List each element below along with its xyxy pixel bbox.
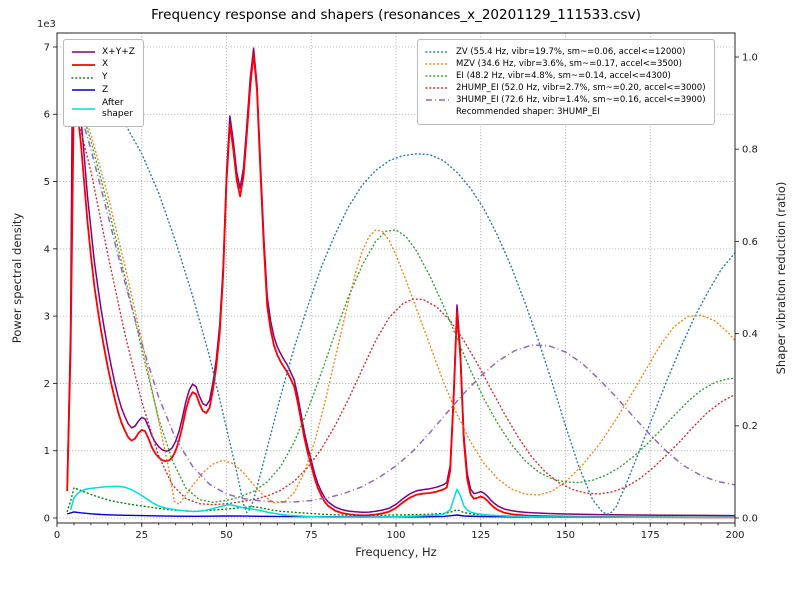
legend-label: After shaper	[102, 97, 133, 119]
legend-item-EI: EI (48.2 Hz, vibr=4.8%, sm~=0.14, accel<…	[425, 71, 706, 82]
shaper-series-MZV	[73, 84, 736, 505]
x-tick-label: 150	[556, 530, 575, 541]
legend-line-sample	[72, 51, 95, 53]
legend-item-MZV: MZV (34.6 Hz, vibr=3.6%, sm~=0.17, accel…	[425, 59, 706, 70]
legend-psd: X+Y+Z X Y Z After shaper	[63, 39, 144, 127]
legend-item-ZV: ZV (55.4 Hz, vibr=19.7%, sm~=0.06, accel…	[425, 47, 706, 58]
y-right-tick-label: 0.6	[742, 237, 758, 248]
recommended-shaper-text: Recommended shaper: 3HUMP_EI	[456, 107, 600, 118]
legend-item-after_shaper: After shaper	[71, 98, 135, 121]
legend-label: 3HUMP_EI (72.6 Hz, vibr=1.4%, sm~=0.16, …	[456, 95, 706, 105]
legend-item-sum: X+Y+Z	[71, 47, 135, 58]
x-tick-label: 200	[725, 530, 744, 541]
chart-title: Frequency response and shapers (resonanc…	[151, 7, 641, 23]
x-tick-label: 125	[471, 530, 490, 541]
y-left-tick-label: 7	[44, 42, 50, 53]
legend-line-sample	[72, 63, 95, 66]
y-right-tick-label: 0.0	[742, 513, 758, 524]
tick-labels: 0 25 50 75 100 125 150 175 200 0 1 2 3 4 5 6 7 0.0 0.2 0.4 0…	[44, 42, 758, 541]
psd-series-after_shaper	[69, 485, 735, 519]
legend-label: X	[102, 59, 109, 70]
legend-item-2HUMP_EI: 2HUMP_EI (52.0 Hz, vibr=2.7%, sm~=0.20, …	[425, 83, 706, 94]
psd-series-x	[66, 52, 735, 519]
psd-series-z	[66, 511, 735, 518]
shaper-series-ZV	[73, 63, 736, 515]
shaper-series-3HUMP_EI	[73, 90, 736, 503]
legend-label: EI (48.2 Hz, vibr=4.8%, sm~=0.14, accel<…	[456, 70, 671, 81]
x-tick-label: 25	[135, 530, 148, 541]
legend-line-sample	[426, 99, 449, 102]
legend-line-sample	[425, 63, 450, 65]
legend-label: ZV (55.4 Hz, vibr=19.7%, sm~=0.06, accel…	[456, 46, 686, 57]
y-left-tick-label: 2	[44, 379, 50, 390]
legend-label: Y	[102, 72, 108, 82]
legend-label: MZV (34.6 Hz, vibr=3.6%, sm~=0.17, accel…	[456, 58, 682, 69]
y-right-tick-label: 0.8	[742, 145, 758, 156]
legend-line-sample	[425, 51, 450, 53]
legend-label: 2HUMP_EI (52.0 Hz, vibr=2.7%, sm~=0.20, …	[456, 82, 706, 93]
x-tick-label: 0	[54, 530, 60, 541]
y-right-tick-label: 0.2	[742, 421, 758, 432]
y-left-tick-label: 3	[44, 312, 50, 323]
x-tick-label: 100	[386, 530, 405, 541]
x-axis-label: Frequency, Hz	[355, 545, 437, 559]
y-left-tick-label: 1	[44, 446, 50, 457]
y-left-tick-label: 6	[44, 110, 50, 121]
x-tick-label: 75	[305, 530, 318, 541]
legend-shapers: ZV (55.4 Hz, vibr=19.7%, sm~=0.06, accel…	[417, 39, 715, 125]
legend-label: Z	[102, 84, 109, 95]
legend-label: X+Y+Z	[102, 46, 135, 57]
shaper-series-EI	[73, 85, 736, 503]
x-tick-label: 175	[641, 530, 660, 541]
y-left-tick-label: 0	[44, 513, 50, 524]
legend-line-sample	[71, 76, 96, 79]
y-left-tick-label: 5	[44, 177, 50, 188]
y-axis-offset-text: 1e3	[37, 19, 56, 30]
tick-marks	[53, 46, 739, 527]
legend-line-sample	[425, 87, 450, 89]
legend-item-x: X	[71, 59, 135, 70]
legend-item-y: Y	[71, 72, 135, 83]
y-right-tick-label: 0.4	[742, 329, 758, 340]
shaper-series-2HUMP_EI	[73, 102, 736, 506]
x-tick-label: 50	[220, 530, 233, 541]
psd-series-y	[66, 487, 736, 518]
legend-line-sample	[72, 108, 95, 110]
y-right-tick-label: 1.0	[742, 52, 758, 63]
y-left-tick-label: 4	[44, 244, 50, 255]
legend-item-3HUMP_EI: 3HUMP_EI (72.6 Hz, vibr=1.4%, sm~=0.16, …	[425, 95, 706, 106]
legend-line-sample	[72, 89, 95, 92]
legend-item-z: Z	[71, 85, 135, 96]
psd-series-sum	[66, 47, 736, 517]
legend-line-sample	[425, 75, 450, 77]
